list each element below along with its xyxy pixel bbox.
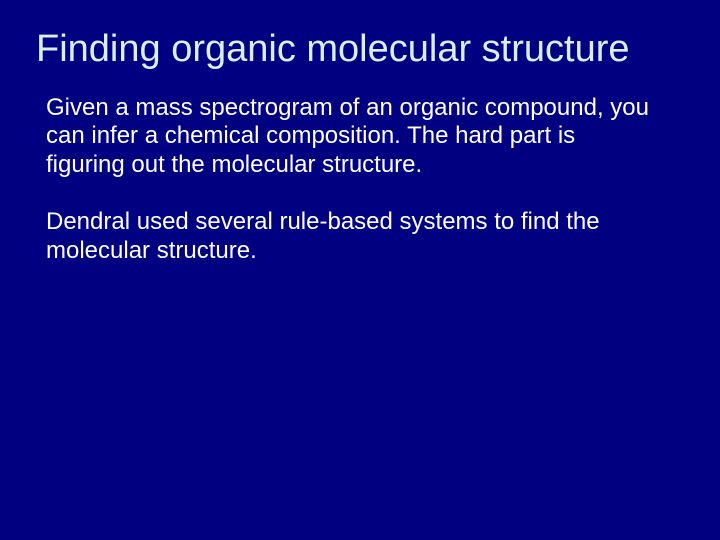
slide-container: Finding organic molecular structure Give…: [0, 0, 720, 540]
paragraph-2: Dendral used several rule-based systems …: [46, 208, 656, 266]
slide-title: Finding organic molecular structure: [36, 28, 684, 72]
slide-body: Given a mass spectrogram of an organic c…: [46, 94, 656, 266]
paragraph-1: Given a mass spectrogram of an organic c…: [46, 94, 656, 180]
